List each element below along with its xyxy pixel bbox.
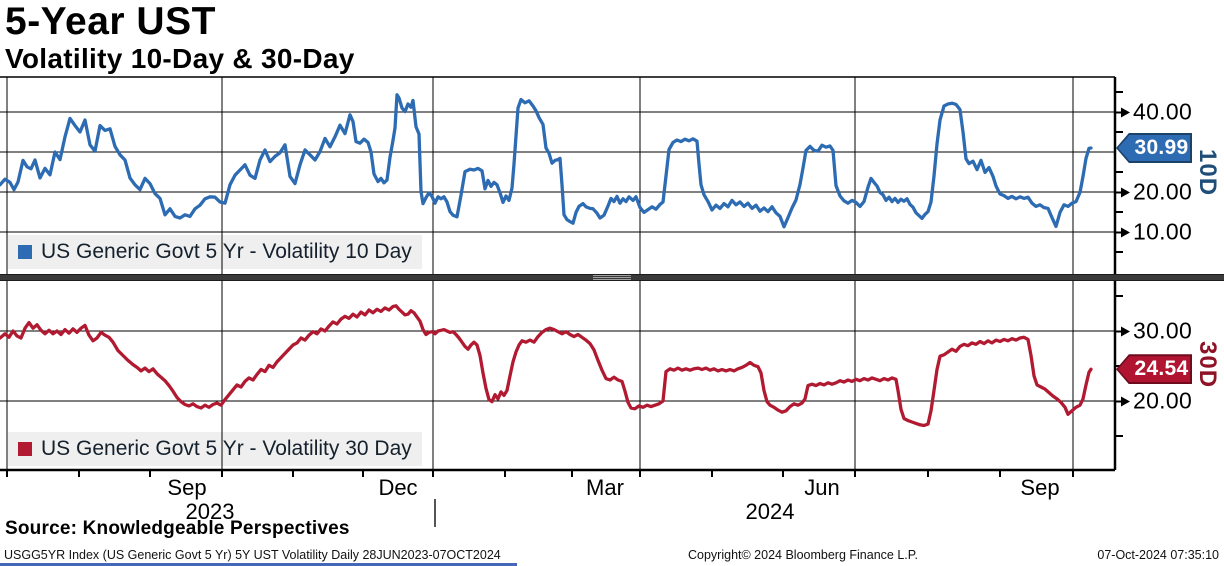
- panel-drag-handle-icon[interactable]: [593, 275, 631, 280]
- y-tick-arrow-icon: [1121, 326, 1130, 336]
- last-value-badge-30d: 24.54: [1116, 354, 1192, 385]
- legend-swatch-30d-icon: [18, 442, 32, 456]
- x-axis-tick: [854, 471, 856, 477]
- x-axis-month-label: Jun: [804, 475, 840, 500]
- x-axis-tick: [504, 471, 506, 477]
- y-tick-arrow-icon: [1121, 396, 1130, 406]
- y-tick-label-10d-40: 40.00: [1115, 99, 1192, 126]
- footer-timestamp: 07-Oct-2024 07:35:10: [1097, 548, 1219, 562]
- x-axis-tick: [927, 471, 929, 477]
- right-axis-label-10d: 10D: [1194, 149, 1221, 197]
- legend-swatch-10d-icon: [18, 245, 32, 259]
- x-axis-tick: [571, 471, 573, 477]
- y-tick-line: [1115, 111, 1121, 113]
- legend-label-30d: US Generic Govt 5 Yr - Volatility 30 Day: [41, 437, 412, 460]
- x-axis-tick: [999, 471, 1001, 477]
- y-tick-value: 20.00: [1133, 387, 1193, 414]
- page-subtitle: Volatility 10-Day & 30-Day: [5, 43, 355, 74]
- year-divider-line: [434, 499, 436, 527]
- x-axis-tick: [149, 471, 151, 477]
- y-tick-minor: [1115, 251, 1123, 253]
- last-value-badge-10d-fill: [1118, 135, 1190, 162]
- y-tick-value: 30.00: [1133, 317, 1193, 344]
- footer-copyright: Copyright© 2024 Bloomberg Finance L.P.: [688, 548, 918, 562]
- x-axis-tick: [639, 471, 641, 477]
- y-tick-value: 40.00: [1133, 98, 1193, 125]
- y-tick-label-30d-20: 20.00: [1115, 388, 1192, 415]
- y-tick-arrow-icon: [1121, 187, 1130, 197]
- right-axis-label-30d: 30D: [1194, 341, 1221, 389]
- page-title: 5-Year UST: [5, 0, 216, 43]
- y-tick-minor: [1115, 211, 1123, 213]
- x-axis-tick: [782, 471, 784, 477]
- x-axis-month-label: Sep: [1020, 475, 1060, 500]
- x-axis-month-label: Dec: [378, 475, 418, 500]
- x-axis-tick: [362, 471, 364, 477]
- y-tick-minor: [1115, 131, 1123, 133]
- y-tick-minor: [1115, 435, 1123, 437]
- y-tick-line: [1115, 231, 1121, 233]
- y-tick-minor: [1115, 171, 1123, 173]
- y-tick-line: [1115, 191, 1121, 193]
- x-axis-tick: [78, 471, 80, 477]
- last-value-badge-10d: 30.99: [1116, 133, 1192, 164]
- x-axis-tick: [432, 471, 434, 477]
- legend-volatility-30d[interactable]: US Generic Govt 5 Yr - Volatility 30 Day: [8, 432, 422, 466]
- x-axis-tick: [711, 471, 713, 477]
- last-value-badge-30d-fill: [1118, 356, 1190, 383]
- x-axis-tick: [221, 471, 223, 477]
- y-tick-label-30d-30: 30.00: [1115, 318, 1192, 345]
- x-axis-year-label: 2024: [745, 499, 795, 524]
- panel-separator: [0, 274, 1224, 281]
- y-tick-label-10d-10: 10.00: [1115, 219, 1192, 246]
- legend-label-10d: US Generic Govt 5 Yr - Volatility 10 Day: [41, 240, 412, 263]
- y-tick-value: 10.00: [1133, 218, 1193, 245]
- y-tick-arrow-icon: [1121, 107, 1130, 117]
- bottom-toolbar-edge: [0, 563, 517, 566]
- last-value-10d: 30.99: [1134, 136, 1189, 160]
- x-axis-tick: [6, 471, 8, 477]
- y-tick-line: [1115, 400, 1121, 402]
- x-axis-tick: [292, 471, 294, 477]
- y-tick-label-10d-20: 20.00: [1115, 179, 1192, 206]
- y-tick-arrow-icon: [1121, 227, 1130, 237]
- y-tick-value: 20.00: [1133, 178, 1193, 205]
- y-tick-minor: [1115, 295, 1123, 297]
- y-tick-line: [1115, 330, 1121, 332]
- legend-volatility-10d[interactable]: US Generic Govt 5 Yr - Volatility 10 Day: [8, 235, 422, 269]
- x-axis-month-label: Mar: [586, 475, 624, 500]
- x-axis-tick: [1072, 471, 1074, 477]
- x-axis-year-label: 2023: [185, 499, 235, 524]
- footer-ticker-info: USGG5YR Index (US Generic Govt 5 Yr) 5Y …: [4, 548, 501, 562]
- x-axis-month-label: Sep: [167, 475, 207, 500]
- y-tick-minor: [1115, 91, 1123, 93]
- last-value-30d: 24.54: [1134, 357, 1189, 381]
- source-line: Source: Knowledgeable Perspectives: [5, 518, 350, 539]
